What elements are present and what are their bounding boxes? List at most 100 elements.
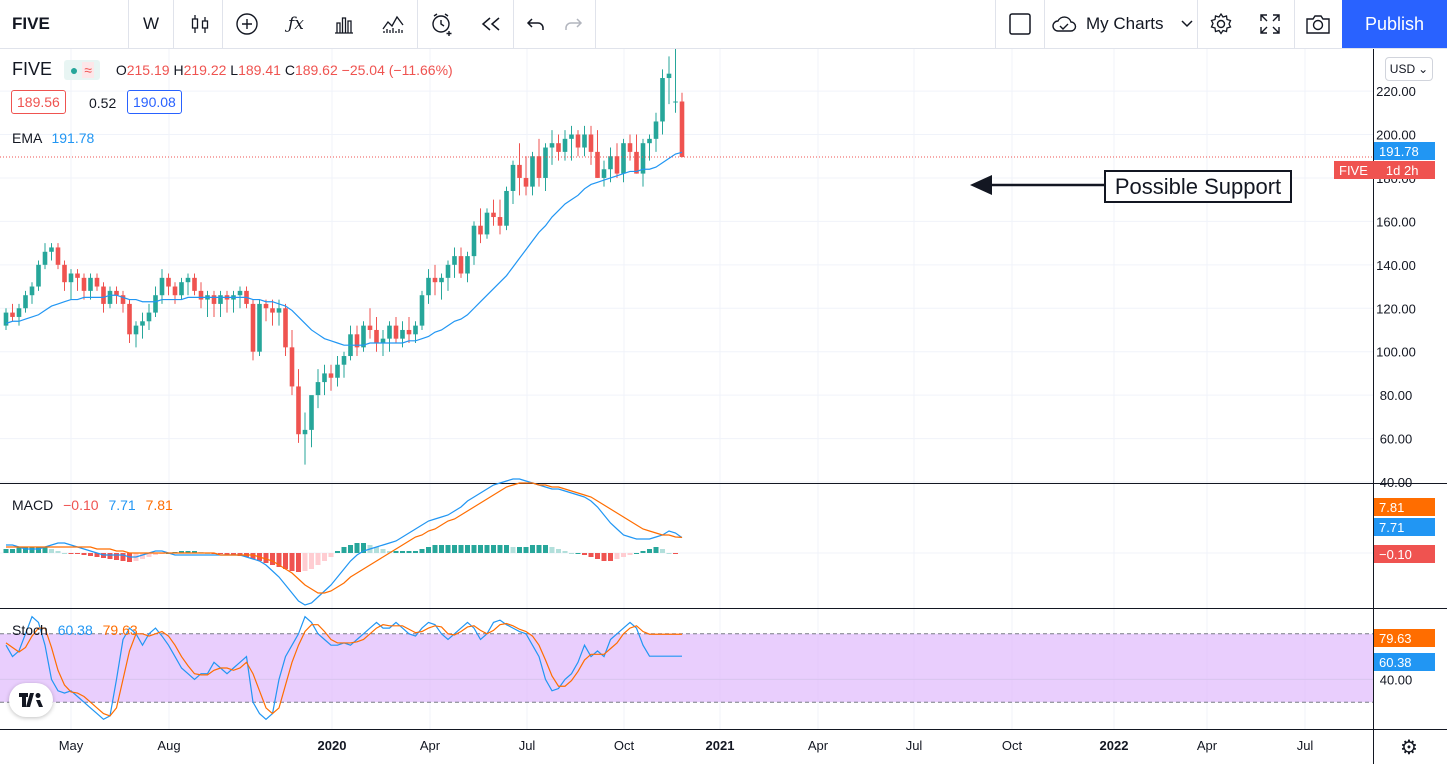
fullscreen-icon[interactable] xyxy=(1248,0,1292,48)
candle-body xyxy=(478,225,483,235)
possible-support-annotation[interactable]: Possible Support xyxy=(1104,170,1292,203)
price-tick-label: 200.00 xyxy=(1376,128,1416,143)
macd-histogram-bar xyxy=(647,549,652,553)
candles-icon[interactable] xyxy=(178,0,222,48)
candle-body xyxy=(517,164,522,178)
macd-line-value: 7.71 xyxy=(108,497,136,513)
candle-body xyxy=(172,286,178,296)
chevron-down-icon xyxy=(1181,20,1193,28)
settings-icon[interactable] xyxy=(1199,0,1243,48)
macd-histogram-bar xyxy=(556,549,561,553)
candle xyxy=(120,290,126,313)
candle xyxy=(81,273,87,300)
candle-body xyxy=(114,290,119,296)
candle xyxy=(354,325,360,357)
candle xyxy=(218,290,223,317)
macd-histogram-bar xyxy=(302,553,308,571)
candle-body xyxy=(679,101,685,158)
symbol-label: FIVE xyxy=(12,14,50,33)
interval-label: W xyxy=(142,14,160,33)
tradingview-logo[interactable] xyxy=(9,683,53,717)
symbol-search-button[interactable]: FIVE xyxy=(0,0,128,48)
candle xyxy=(666,56,672,105)
price-tick-label: 80.00 xyxy=(1380,388,1413,403)
candle xyxy=(192,273,197,296)
candle-body xyxy=(289,347,295,387)
buy-button[interactable]: 190.08 xyxy=(127,90,182,114)
macd-histogram-bar xyxy=(231,553,236,555)
publish-button[interactable]: Publish xyxy=(1342,0,1447,48)
sell-button[interactable]: 189.56 xyxy=(11,90,66,114)
top-toolbar: FIVE W ƒx My Charts xyxy=(0,0,1447,49)
strategy-icon[interactable] xyxy=(371,0,415,48)
currency-button[interactable]: USD ⌄ xyxy=(1385,57,1433,81)
chart-canvas[interactable]: 40.00 60.00 80.00 100.00 120.00 140.00 160.00 1… xyxy=(0,49,1447,764)
add-compare-icon[interactable] xyxy=(225,0,269,48)
candle xyxy=(510,160,516,204)
candle xyxy=(49,243,54,261)
macd-histogram-bar xyxy=(289,553,295,571)
candle-body xyxy=(159,277,165,296)
candle-body xyxy=(640,143,646,174)
macd-histogram-bar xyxy=(406,551,412,553)
undo-icon[interactable] xyxy=(516,0,556,48)
macd-histogram-bar xyxy=(276,553,282,567)
candle-body xyxy=(374,329,379,343)
macd-histogram-bar xyxy=(510,547,516,553)
interval-button[interactable]: W xyxy=(129,0,173,48)
chart-settings-icon[interactable]: ⚙ xyxy=(1400,736,1418,759)
candle xyxy=(439,273,444,300)
macd-histogram-bar xyxy=(114,553,119,560)
candle-body xyxy=(23,295,28,309)
stoch-band xyxy=(0,633,1373,703)
layout-icon[interactable] xyxy=(998,0,1042,48)
candle-body xyxy=(666,73,672,79)
main-legend: FIVE ● ≈ O215.19 H219.22 L189.41 C189.62… xyxy=(12,59,453,80)
candle-body xyxy=(127,303,132,335)
macd-histogram-bar xyxy=(10,549,15,553)
candle xyxy=(556,134,561,161)
macd-signal-value: 7.81 xyxy=(145,497,173,513)
candle xyxy=(172,282,178,304)
macd-histogram-bar xyxy=(543,545,548,553)
candle xyxy=(588,125,594,165)
candle-body xyxy=(393,325,399,339)
candle xyxy=(471,221,477,265)
candle-body xyxy=(426,277,431,296)
candle xyxy=(432,264,438,296)
macd-histogram-bar xyxy=(192,551,197,553)
candle xyxy=(29,282,35,304)
candle xyxy=(146,303,152,330)
alert-icon[interactable] xyxy=(420,0,464,48)
macd-histogram-bar xyxy=(523,547,529,553)
macd-histogram-bar xyxy=(439,545,444,553)
low-value: 189.41 xyxy=(238,62,281,78)
candle-body xyxy=(504,190,509,226)
candle-body xyxy=(211,295,217,304)
candle-body xyxy=(647,138,652,144)
screenshot-icon[interactable] xyxy=(1296,0,1340,48)
indicators-icon[interactable]: ƒx xyxy=(288,14,304,34)
my-charts-button[interactable]: My Charts xyxy=(1050,0,1198,48)
candle-body xyxy=(653,121,659,139)
candle-body xyxy=(530,156,535,187)
candle xyxy=(549,130,555,165)
market-status-icon[interactable]: ● ≈ xyxy=(63,60,100,80)
macd-histogram-bar xyxy=(29,547,35,553)
macd-histogram-bar xyxy=(640,551,646,553)
macd-histogram-bar xyxy=(140,553,145,559)
templates-icon[interactable] xyxy=(322,0,366,48)
macd-histogram-bar xyxy=(75,553,80,554)
candle xyxy=(458,247,464,278)
candle-body xyxy=(569,134,574,139)
price-tick-label: 120.00 xyxy=(1376,301,1416,316)
macd-signal-line xyxy=(6,482,683,594)
candle xyxy=(530,151,535,196)
redo-icon[interactable] xyxy=(553,0,593,48)
stoch-d-line xyxy=(5,622,682,717)
macd-histogram-bar xyxy=(146,553,152,557)
time-tick-label: 2021 xyxy=(706,738,735,753)
candle xyxy=(673,49,678,113)
replay-icon[interactable] xyxy=(469,0,513,48)
candle-body xyxy=(608,156,613,170)
